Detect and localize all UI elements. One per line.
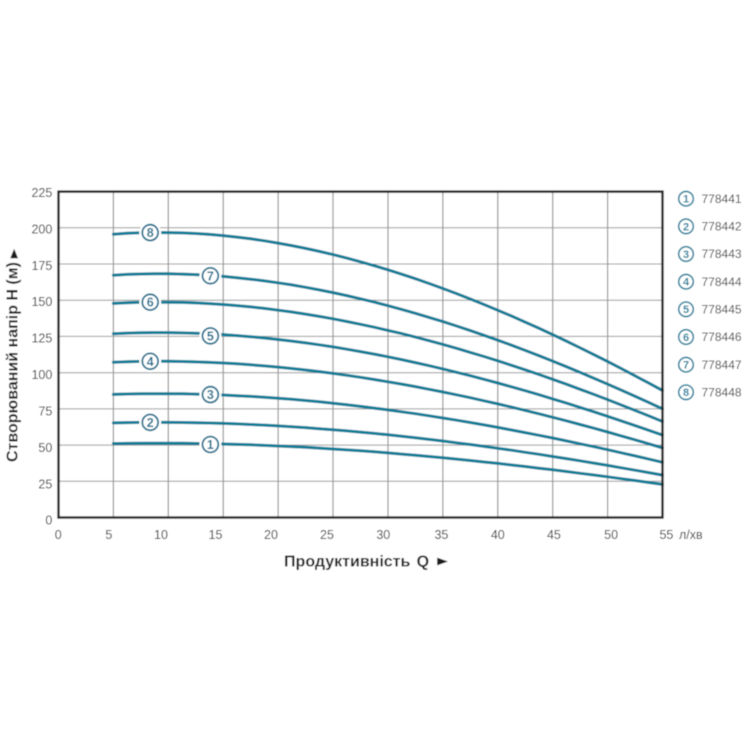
- svg-text:45: 45: [547, 528, 561, 542]
- svg-text:Q: Q: [417, 554, 429, 571]
- svg-text:5: 5: [683, 304, 689, 316]
- svg-text:50: 50: [604, 528, 618, 542]
- svg-text:15: 15: [209, 528, 223, 542]
- svg-text:778446: 778446: [702, 330, 742, 344]
- svg-text:125: 125: [31, 332, 52, 346]
- svg-text:25: 25: [38, 477, 52, 491]
- svg-text:0: 0: [45, 514, 52, 528]
- svg-text:7: 7: [683, 360, 689, 372]
- svg-text:778443: 778443: [702, 247, 742, 261]
- svg-text:3: 3: [683, 249, 689, 261]
- svg-text:25: 25: [320, 528, 334, 542]
- svg-text:778447: 778447: [702, 358, 742, 372]
- svg-text:100: 100: [31, 368, 52, 382]
- svg-text:5: 5: [207, 329, 214, 343]
- svg-text:778442: 778442: [702, 220, 742, 234]
- svg-text:778444: 778444: [702, 275, 742, 289]
- svg-text:225: 225: [31, 186, 52, 200]
- svg-text:1: 1: [683, 194, 689, 206]
- svg-text:6: 6: [147, 296, 154, 310]
- svg-text:778445: 778445: [702, 303, 742, 317]
- svg-text:200: 200: [31, 222, 52, 236]
- svg-text:10: 10: [154, 528, 168, 542]
- svg-text:30: 30: [376, 528, 390, 542]
- svg-text:2: 2: [683, 221, 689, 233]
- svg-text:20: 20: [264, 528, 278, 542]
- svg-text:150: 150: [31, 295, 52, 309]
- svg-text:55: 55: [659, 528, 673, 542]
- svg-text:Створюваний напір Н (м): Створюваний напір Н (м): [5, 262, 22, 462]
- svg-text:1: 1: [207, 438, 214, 452]
- svg-text:8: 8: [683, 387, 689, 399]
- svg-text:Продуктивність: Продуктивність: [284, 554, 410, 571]
- svg-text:л/хв: л/хв: [679, 528, 703, 542]
- svg-text:4: 4: [147, 355, 154, 369]
- svg-text:75: 75: [38, 405, 52, 419]
- svg-text:40: 40: [491, 528, 505, 542]
- svg-text:4: 4: [683, 277, 690, 289]
- svg-text:50: 50: [38, 441, 52, 455]
- svg-text:6: 6: [683, 332, 689, 344]
- svg-text:3: 3: [207, 388, 214, 402]
- svg-text:5: 5: [105, 528, 112, 542]
- svg-text:778448: 778448: [702, 386, 742, 400]
- svg-text:175: 175: [31, 259, 52, 273]
- svg-text:35: 35: [434, 528, 448, 542]
- svg-text:778441: 778441: [702, 192, 742, 206]
- svg-text:7: 7: [207, 269, 214, 283]
- svg-text:8: 8: [147, 226, 154, 240]
- svg-text:0: 0: [55, 528, 62, 542]
- svg-text:2: 2: [147, 416, 154, 430]
